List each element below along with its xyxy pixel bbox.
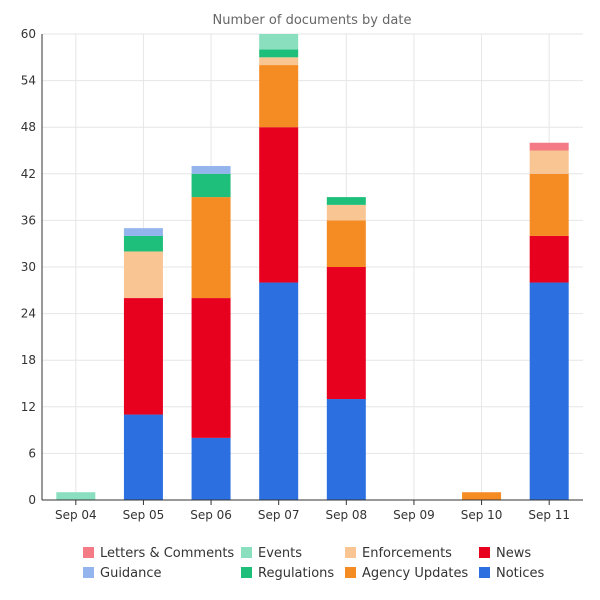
legend-label: Notices [496,566,545,581]
bar-segment[interactable] [56,492,96,500]
bar-segment[interactable] [191,166,231,174]
legend-item[interactable]: Regulations [241,566,334,581]
legend-swatch [479,567,490,578]
y-tick-label: 48 [21,120,36,134]
bar-segment[interactable] [326,267,366,400]
legend-label: Enforcements [362,546,452,561]
legend: Letters & Comments Events Enforcements News… [83,546,545,581]
bar-segment[interactable] [259,57,299,66]
x-tick-label: Sep 08 [325,508,367,522]
legend-swatch [241,547,252,558]
bar-segment[interactable] [326,197,366,205]
bar-segment[interactable] [462,492,502,500]
legend-label: Agency Updates [362,566,468,581]
y-tick-label: 60 [21,27,36,41]
bar-segment[interactable] [259,49,299,58]
bar-segment[interactable] [123,235,163,252]
bar-segment[interactable] [259,127,299,283]
legend-swatch [345,567,356,578]
bar-segment[interactable] [326,204,366,221]
chart-title: Number of documents by date [213,13,412,28]
bar-segment[interactable] [259,282,299,500]
y-tick-label: 42 [21,167,36,181]
x-tick-label: Sep 06 [190,508,232,522]
legend-label: News [496,546,531,561]
x-tick-label: Sep 04 [55,508,97,522]
legend-swatch [241,567,252,578]
legend-swatch [345,547,356,558]
legend-swatch [83,567,94,578]
bar-segment[interactable] [529,142,569,151]
y-tick-label: 0 [28,493,36,507]
y-tick-label: 30 [21,260,36,274]
y-tick-label: 54 [21,74,36,88]
y-tick-label: 18 [21,353,36,367]
bar-segment[interactable] [191,298,231,438]
bar-segment[interactable] [123,414,163,500]
bars [56,34,569,500]
legend-label: Guidance [100,566,162,581]
legend-label: Events [258,546,302,561]
y-tick-label: 6 [28,446,36,460]
legend-label: Regulations [258,566,334,581]
x-tick-label: Sep 05 [123,508,165,522]
y-tick-label: 24 [21,307,36,321]
x-tick-label: Sep 07 [258,508,300,522]
bar-segment[interactable] [123,298,163,415]
bar-segment[interactable] [529,235,569,283]
bar-segment[interactable] [191,437,231,500]
legend-item[interactable]: Letters & Comments [83,546,234,561]
bar-segment[interactable] [529,173,569,236]
bar-segment[interactable] [123,228,163,236]
legend-item[interactable]: Notices [479,566,545,581]
axes: 0 6 12 18 24 30 36 42 48 54 60 Sep 04 Sep 05 Sep 06 Se… [21,27,583,522]
legend-item[interactable]: Agency Updates [345,566,468,581]
y-tick-label: 12 [21,400,36,414]
bar-segment[interactable] [191,197,231,299]
bar-segment[interactable] [326,399,366,500]
legend-item[interactable]: Guidance [83,566,162,581]
bar-segment[interactable] [529,282,569,500]
x-tick-label: Sep 09 [393,508,435,522]
x-tick-label: Sep 10 [461,508,503,522]
y-tick-label: 36 [21,213,36,227]
bar-segment[interactable] [259,65,299,128]
bar-segment[interactable] [123,251,163,299]
bar-segment[interactable] [326,220,366,267]
legend-label: Letters & Comments [100,546,234,561]
legend-swatch [83,547,94,558]
bar-segment[interactable] [191,173,231,198]
bar-segment[interactable] [529,150,569,174]
gridlines [42,33,583,500]
legend-swatch [479,547,490,558]
bar-segment[interactable] [259,34,299,50]
legend-item[interactable]: News [479,546,531,561]
legend-item[interactable]: Events [241,546,302,561]
x-tick-label: Sep 11 [528,508,570,522]
legend-item[interactable]: Enforcements [345,546,452,561]
